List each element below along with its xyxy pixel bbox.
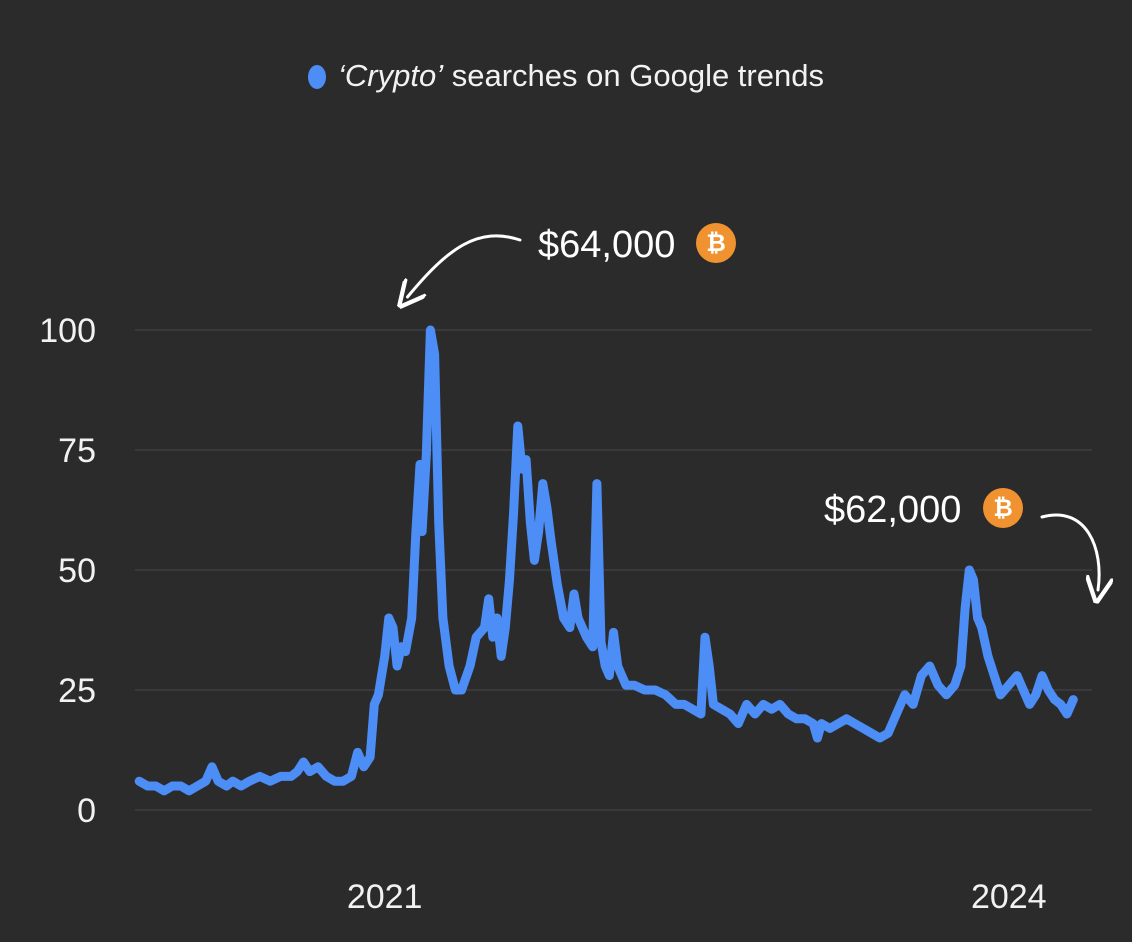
- legend: ‘Crypto’ searches on Google trends: [0, 58, 1132, 94]
- legend-term: ‘Crypto’: [338, 58, 444, 93]
- series-line: [134, 325, 1078, 796]
- svg-text:₿: ₿: [993, 494, 1013, 522]
- x-tick-label: 2024: [971, 878, 1047, 916]
- y-tick-label: 75: [58, 432, 96, 470]
- annotation-arrow: [408, 234, 522, 297]
- svg-text:₿: ₿: [706, 229, 726, 257]
- gridlines: [135, 329, 1092, 811]
- bitcoin-icon: ₿: [983, 488, 1023, 528]
- y-tick-label: 25: [58, 672, 96, 710]
- y-tick-label: 0: [77, 792, 96, 830]
- y-tick-label: 100: [39, 312, 96, 350]
- y-axis: 0 25 50 75 100: [39, 312, 96, 830]
- x-axis: 2021 2024: [347, 878, 1047, 916]
- x-tick-label: 2021: [347, 878, 423, 916]
- series-layer: [134, 325, 1078, 796]
- annotation-arrow: [1040, 513, 1099, 590]
- legend-label: searches on Google trends: [443, 58, 824, 93]
- annotation-label: $62,000: [824, 489, 961, 531]
- annotations: $64,000 ₿ $62,000 ₿: [408, 223, 1100, 590]
- legend-swatch: [308, 65, 327, 89]
- y-tick-label: 50: [58, 552, 96, 590]
- bitcoin-icon: ₿: [696, 223, 736, 263]
- annotation-label: $64,000: [538, 224, 675, 266]
